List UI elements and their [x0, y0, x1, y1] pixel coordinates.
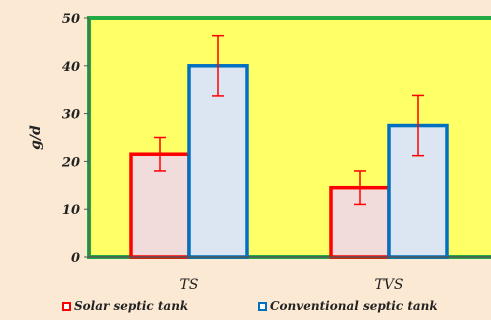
x-category-label: TVS: [374, 277, 403, 293]
legend-swatch: [62, 301, 71, 311]
y-tick-label: 30: [62, 108, 80, 123]
y-tick-label: 40: [62, 60, 80, 75]
legend: Solar septic tank Conventional septic tan…: [0, 299, 491, 319]
legend-swatch: [258, 301, 267, 311]
y-tick-label: 10: [62, 203, 80, 218]
y-tick-label: 50: [62, 12, 80, 27]
x-category-label: TS: [180, 277, 199, 293]
y-axis-label: g/d: [28, 125, 44, 150]
y-tick-label: 0: [71, 251, 80, 266]
legend-item: Solar septic tank: [62, 299, 188, 313]
legend-item: Conventional septic tank: [258, 299, 438, 313]
x-axis-labels: TS TVS: [180, 277, 404, 293]
y-tick-label: 20: [61, 155, 80, 170]
error-bars: [154, 34, 424, 206]
y-axis-ticks: 0 10 20 30 40 50: [61, 12, 89, 266]
legend-label: Solar septic tank: [74, 299, 189, 313]
legend-label: Conventional septic tank: [270, 299, 438, 313]
